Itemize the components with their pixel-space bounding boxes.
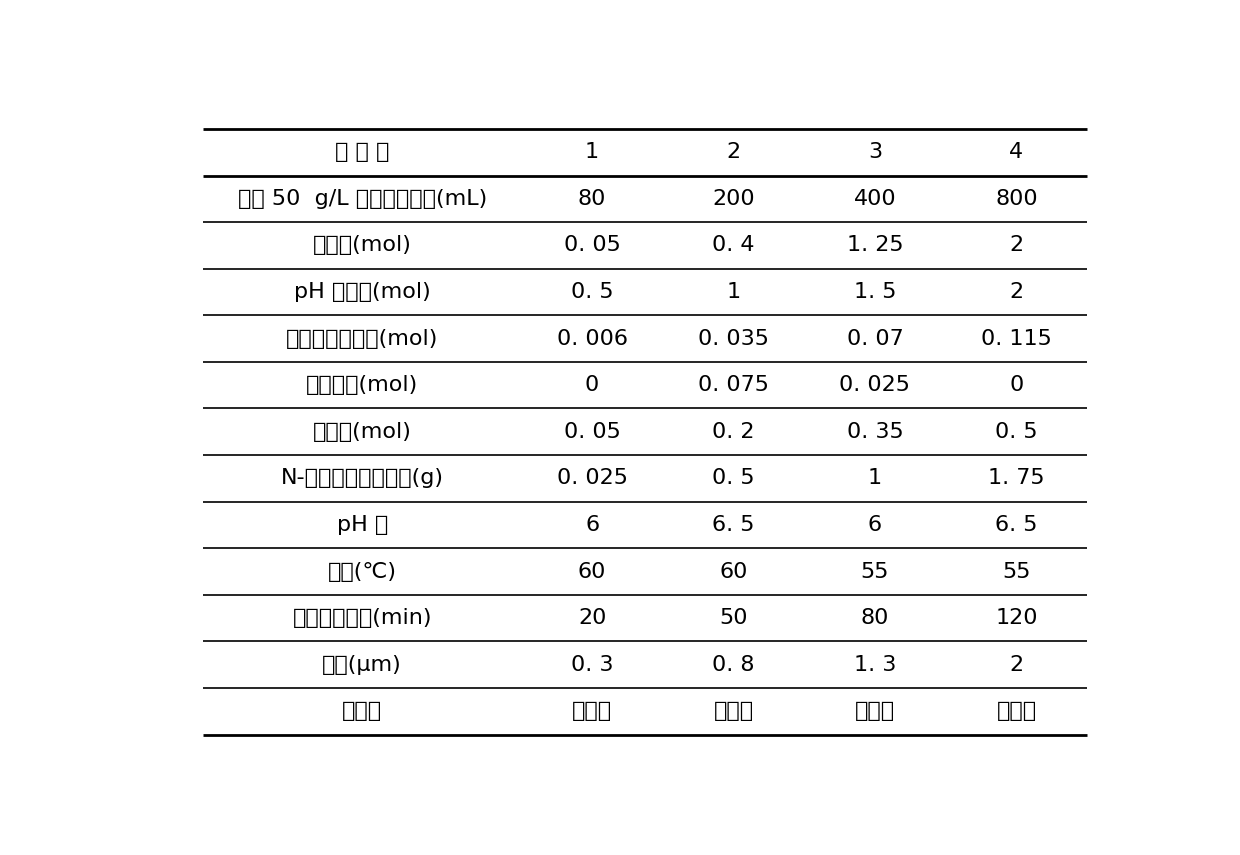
Text: 2: 2 [727,142,740,162]
Text: 0: 0 [585,375,599,395]
Text: 实 施 例: 实 施 例 [335,142,389,162]
Text: 络合剂(mol): 络合剂(mol) [312,235,412,256]
Text: pH 缓冲剂(mol): pH 缓冲剂(mol) [294,282,430,302]
Text: 0: 0 [1009,375,1023,395]
Text: 1. 5: 1. 5 [853,282,897,302]
Text: 55: 55 [1002,562,1030,581]
Text: 金黄色: 金黄色 [713,701,754,722]
Text: 6: 6 [868,515,882,535]
Text: 2: 2 [1009,655,1023,675]
Text: 50: 50 [719,608,748,628]
Text: 1. 25: 1. 25 [847,235,903,256]
Text: 120: 120 [996,608,1038,628]
Text: 1: 1 [585,142,599,162]
Text: 巡基丙酸(mol): 巡基丙酸(mol) [306,375,418,395]
Text: 0. 35: 0. 35 [847,422,904,442]
Text: 3: 3 [868,142,882,162]
Text: 0. 4: 0. 4 [712,235,755,256]
Text: 膜厚(μm): 膜厚(μm) [322,655,402,675]
Text: 400: 400 [853,189,897,209]
Text: 0. 5: 0. 5 [570,282,614,302]
Text: 0. 006: 0. 006 [557,328,627,349]
Text: 1. 3: 1. 3 [854,655,897,675]
Text: 60: 60 [719,562,748,581]
Text: 4: 4 [1009,142,1023,162]
Text: 0. 3: 0. 3 [570,655,614,675]
Text: 巡基丙烷磺酸鈢(mol): 巡基丙烷磺酸鈢(mol) [286,328,439,349]
Text: 2: 2 [1009,282,1023,302]
Text: 0. 5: 0. 5 [712,469,755,488]
Text: 金黄色: 金黄色 [854,701,895,722]
Text: 含金 50  g/L 的金盐浓缩液(mL): 含金 50 g/L 的金盐浓缩液(mL) [238,189,487,209]
Text: 80: 80 [861,608,889,628]
Text: 0. 05: 0. 05 [564,235,620,256]
Text: 80: 80 [578,189,606,209]
Text: 1: 1 [727,282,740,302]
Text: 0. 075: 0. 075 [698,375,769,395]
Text: 0. 05: 0. 05 [564,422,620,442]
Text: 0. 035: 0. 035 [698,328,769,349]
Text: 200: 200 [712,189,755,209]
Text: 1. 75: 1. 75 [988,469,1045,488]
Text: 浴温(℃): 浴温(℃) [327,562,397,581]
Text: 0. 2: 0. 2 [712,422,755,442]
Text: 800: 800 [996,189,1038,209]
Text: 2: 2 [1009,235,1023,256]
Text: 膜外观: 膜外观 [342,701,382,722]
Text: 0. 5: 0. 5 [996,422,1038,442]
Text: 60: 60 [578,562,606,581]
Text: 20: 20 [578,608,606,628]
Text: 0. 8: 0. 8 [712,655,755,675]
Text: 0. 025: 0. 025 [557,469,627,488]
Text: 6: 6 [585,515,599,535]
Text: 1: 1 [868,469,882,488]
Text: 金黄色: 金黄色 [997,701,1037,722]
Text: 金黄色: 金黄色 [572,701,613,722]
Text: 0. 025: 0. 025 [839,375,910,395]
Text: 55: 55 [861,562,889,581]
Text: 6. 5: 6. 5 [996,515,1038,535]
Text: 0. 115: 0. 115 [981,328,1052,349]
Text: 还原剂(mol): 还原剂(mol) [312,422,412,442]
Text: 6. 5: 6. 5 [712,515,755,535]
Text: N-亚硯基苯基羟胺锄(g): N-亚硯基苯基羟胺锄(g) [280,469,444,488]
Text: 0. 07: 0. 07 [847,328,904,349]
Text: pH 値: pH 値 [336,515,388,535]
Text: 还原镀金时间(min): 还原镀金时间(min) [293,608,432,628]
